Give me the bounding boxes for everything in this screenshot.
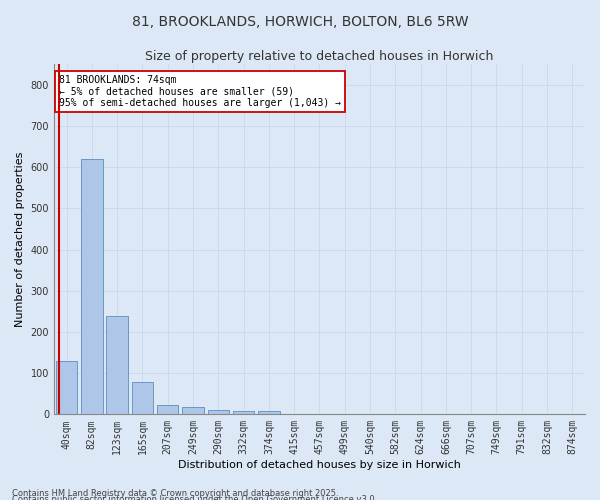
Bar bbox=[131, 382, 153, 414]
Bar bbox=[208, 410, 229, 414]
Text: Contains HM Land Registry data © Crown copyright and database right 2025.: Contains HM Land Registry data © Crown c… bbox=[12, 488, 338, 498]
Text: 81 BROOKLANDS: 74sqm
← 5% of detached houses are smaller (59)
95% of semi-detach: 81 BROOKLANDS: 74sqm ← 5% of detached ho… bbox=[59, 74, 341, 108]
Text: 81, BROOKLANDS, HORWICH, BOLTON, BL6 5RW: 81, BROOKLANDS, HORWICH, BOLTON, BL6 5RW bbox=[131, 15, 469, 29]
Bar bbox=[81, 159, 103, 414]
Bar bbox=[258, 411, 280, 414]
Bar bbox=[106, 316, 128, 414]
Bar bbox=[233, 411, 254, 414]
Title: Size of property relative to detached houses in Horwich: Size of property relative to detached ho… bbox=[145, 50, 494, 63]
Bar bbox=[56, 361, 77, 414]
Y-axis label: Number of detached properties: Number of detached properties bbox=[15, 152, 25, 327]
Text: Contains public sector information licensed under the Open Government Licence v3: Contains public sector information licen… bbox=[12, 495, 377, 500]
Bar bbox=[182, 407, 204, 414]
X-axis label: Distribution of detached houses by size in Horwich: Distribution of detached houses by size … bbox=[178, 460, 461, 470]
Bar bbox=[157, 406, 178, 414]
